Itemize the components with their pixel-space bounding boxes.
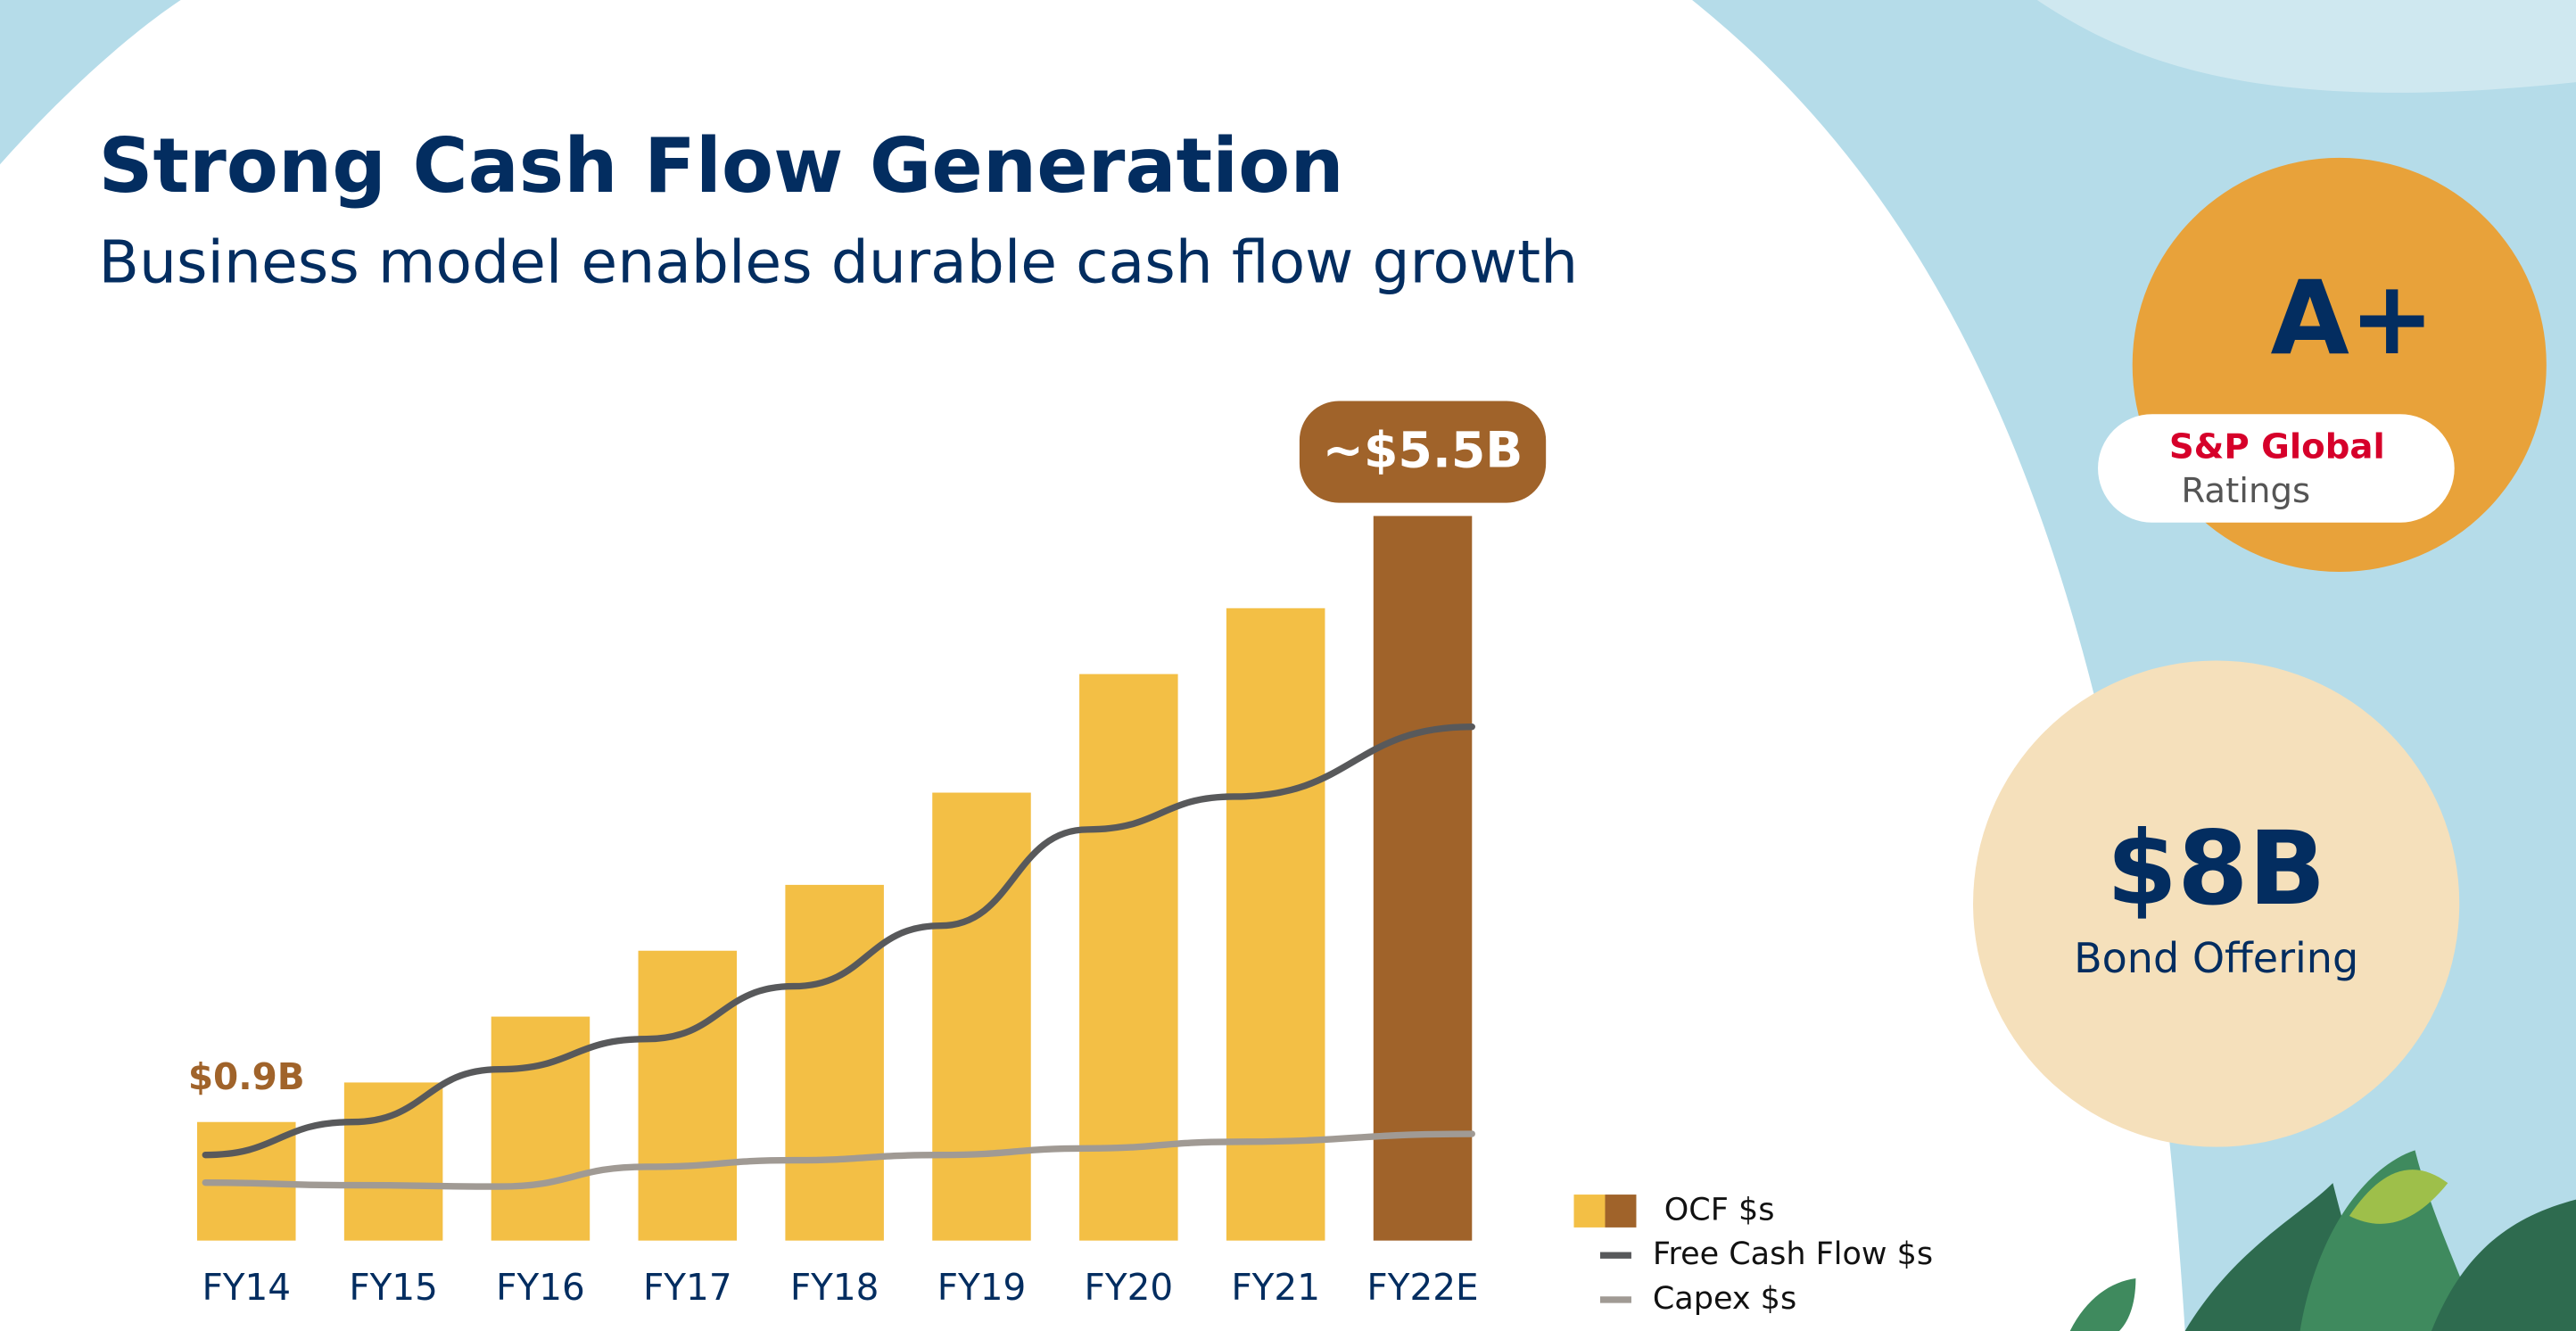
- legend-swatch: [1605, 1195, 1637, 1228]
- legend-label: OCF $s: [1664, 1192, 1775, 1228]
- x-tick-label: FY22E: [1366, 1266, 1478, 1309]
- line: [202, 723, 1475, 1159]
- value-label-pill: [1299, 401, 1547, 503]
- bar: [638, 950, 738, 1241]
- bond-circle: [1973, 660, 2460, 1147]
- line: [202, 1130, 1475, 1190]
- bond-label: Bond Offering: [2074, 934, 2358, 982]
- bond-amount: $8B: [2107, 809, 2326, 928]
- x-tick-label: FY20: [1085, 1266, 1174, 1309]
- title: Strong Cash Flow Generation: [99, 121, 1344, 210]
- rating-agency-sub: Ratings: [2181, 471, 2310, 511]
- background-blob: [2036, 0, 2576, 93]
- bar: [343, 1082, 443, 1241]
- x-tick-label: FY19: [937, 1266, 1027, 1309]
- subtitle: Business model enables durable cash flow…: [99, 227, 1579, 296]
- chart: FY14 FY15 FY16 FY17 FY18 FY19 FY20 FY21 FY22E $0.…: [188, 401, 1933, 1317]
- leaf: [2349, 1170, 2448, 1224]
- x-tick-label: FY18: [790, 1266, 879, 1309]
- bar: [785, 884, 884, 1241]
- leaf: [2069, 1278, 2136, 1331]
- leaf: [2431, 1199, 2576, 1331]
- x-tick-label: FY21: [1231, 1266, 1320, 1309]
- bar: [1373, 516, 1473, 1241]
- x-tick-label: FY16: [496, 1266, 585, 1309]
- legend-swatch: [1573, 1195, 1606, 1228]
- bar: [932, 792, 1031, 1241]
- bar: [1079, 674, 1178, 1241]
- bar: [1226, 608, 1325, 1241]
- rating-pill: [2098, 414, 2455, 523]
- plants: [2069, 1150, 2576, 1331]
- value-label: ~$5.5B: [1323, 423, 1523, 480]
- rating-grade: A+: [2270, 259, 2434, 377]
- legend-label: Capex $s: [1653, 1281, 1796, 1317]
- x-tick-label: FY15: [349, 1266, 438, 1309]
- x-tick-label: FY17: [643, 1266, 732, 1309]
- value-label: $0.9B: [188, 1055, 305, 1098]
- x-tick-label: FY14: [202, 1266, 291, 1309]
- leaf: [2299, 1150, 2481, 1331]
- white-panel: [0, 0, 2185, 1331]
- rating-agency: S&P Global: [2169, 426, 2385, 467]
- legend-label: Free Cash Flow $s: [1653, 1236, 1933, 1272]
